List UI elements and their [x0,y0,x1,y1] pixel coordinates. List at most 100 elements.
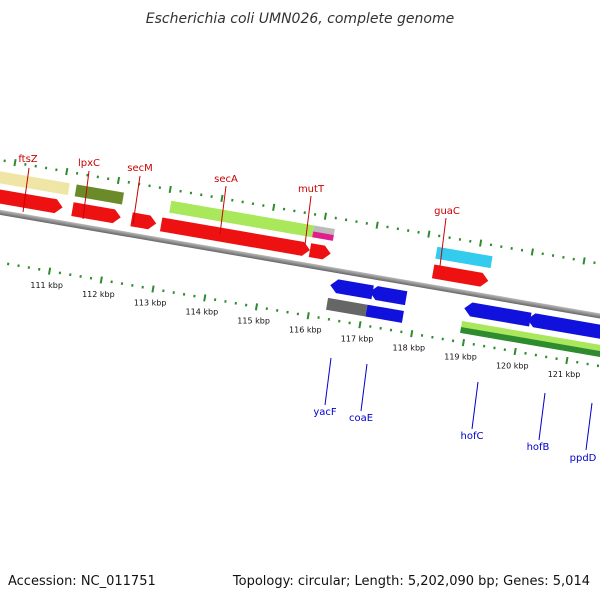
reverse-major-tick [513,347,517,356]
gene-label-yacF[interactable]: yacF [313,407,337,418]
coaE-cds-bar[interactable] [365,304,404,323]
forward-major-tick [323,212,328,220]
coaE-gene-arrow[interactable] [369,285,408,306]
forward-minor-tick [179,189,182,193]
reverse-minor-tick [545,355,548,359]
reverse-minor-tick [431,335,434,339]
ftsZ-leader [22,167,30,213]
hofC-cds-bar[interactable] [461,321,600,353]
gene-label-secM[interactable]: secM [127,163,153,174]
forward-tick-row [3,159,596,265]
mutT-cds-bar[interactable] [313,225,335,235]
lpxC-leader [82,170,90,220]
forward-minor-tick [406,229,410,232]
forward-minor-tick [3,159,6,163]
secM-leader [132,175,141,225]
hofC-cds-bar-lower[interactable] [460,326,600,359]
coaE-leader [360,363,368,412]
gene-label-ftsZ[interactable]: ftsZ [18,154,37,165]
guaC-cds-bar[interactable] [435,246,493,269]
forward-major-tick [375,221,379,229]
guaC-gene-arrow[interactable] [431,264,490,287]
forward-minor-tick [541,252,544,256]
reverse-minor-tick [482,344,486,348]
forward-minor-tick [551,254,555,257]
reverse-minor-tick [317,316,320,319]
reverse-minor-tick [141,285,144,289]
kbp-tick-label: 117 kbp [341,334,374,343]
hofB-leader [538,392,546,441]
reverse-minor-tick [213,298,217,302]
reverse-minor-tick [524,351,527,355]
forward-major-tick [530,248,534,256]
gene-label-mutT[interactable]: mutT [298,184,325,195]
ftsZ-cds-bar[interactable] [0,170,70,196]
forward-major-tick [116,176,121,185]
reverse-minor-tick [348,321,351,325]
guaC-leader [439,217,447,267]
lpxC-cds-bar[interactable] [74,184,125,205]
gene-label-hofB[interactable]: hofB [527,442,550,453]
forward-minor-tick [96,175,99,179]
forward-minor-tick [241,200,244,204]
hofB-gene-arrow[interactable] [526,312,600,339]
forward-minor-tick [334,216,337,220]
reverse-minor-tick [172,291,175,294]
forward-minor-tick [572,257,575,261]
gene-label-hofC[interactable]: hofC [461,431,484,442]
gene-label-secA[interactable]: secA [214,174,238,185]
lpxC-gene-arrow[interactable] [71,202,122,224]
reverse-major-tick [47,267,52,275]
reverse-minor-tick [244,303,248,307]
reverse-minor-tick [110,280,113,284]
reverse-minor-tick [576,360,579,364]
forward-minor-tick [148,184,151,188]
forward-minor-tick [469,239,472,243]
yacF-cds-bar[interactable] [326,297,368,317]
reverse-major-tick [358,321,362,329]
secM-gene-arrow[interactable] [130,212,157,230]
accession-text: Accession: NC_011751 [8,574,156,589]
kbp-tick-label: 119 kbp [444,352,477,361]
forward-minor-tick [593,261,596,265]
reverse-minor-tick [472,342,475,346]
forward-minor-tick [34,164,37,168]
reverse-minor-tick [451,339,455,343]
gene-label-lpxC[interactable]: lpxC [78,158,100,169]
secA-cds-bar[interactable] [169,200,315,238]
reverse-major-tick [99,276,103,284]
kbp-tick-label: 113 kbp [134,299,167,308]
forward-minor-tick [106,177,110,181]
yacF-gene-arrow[interactable] [329,278,374,300]
reverse-minor-tick [182,292,186,296]
reverse-minor-tick [6,262,10,266]
gene-label-ppdD[interactable]: ppdD [570,453,597,464]
gene-label-coaE[interactable]: coaE [349,413,373,424]
scale-labels: 111 kbp 112 kbp 113 kbp 114 kbp 115 kbp 116 k… [30,281,580,379]
hofC-gene-arrow[interactable] [463,301,532,327]
reverse-major-tick [203,294,207,302]
yacF-leader [324,357,332,406]
reverse-major-tick [410,330,414,338]
genome-backbone [0,204,600,333]
reverse-minor-tick [131,283,134,287]
gene-label-guaC[interactable]: guaC [434,206,460,217]
forward-minor-tick [158,186,162,190]
forward-major-tick [272,203,276,211]
reverse-minor-tick [234,301,238,305]
reverse-minor-tick [38,267,41,271]
forward-minor-tick [24,163,27,166]
secA-gene-arrow[interactable] [159,217,311,257]
forward-minor-tick [489,243,493,247]
forward-minor-tick [344,218,348,222]
forward-minor-tick [189,191,193,195]
ftsZ-gene-arrow[interactable] [0,188,64,214]
mutT-gene-arrow[interactable] [308,243,332,260]
reverse-major-tick [461,338,466,347]
kbp-tick-label: 120 kbp [496,361,529,370]
gene-labels: ftsZ lpxC secM secA mutT guaC yacF coaE … [18,154,596,464]
map-track: 111 kbp 112 kbp 113 kbp 114 kbp 115 kbp 116 k… [0,159,600,379]
ppdD-leader [585,402,593,451]
mutT-cds-bar-lower[interactable] [312,231,334,241]
reverse-minor-tick [338,319,341,323]
